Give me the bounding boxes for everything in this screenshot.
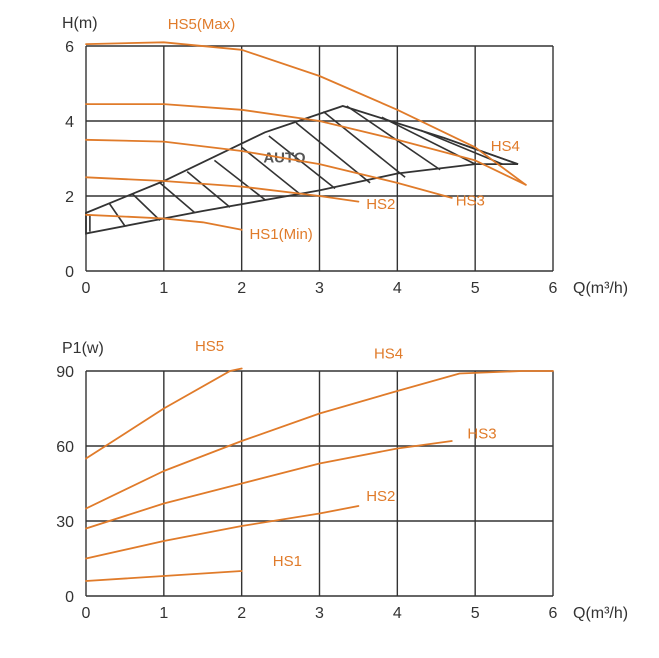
y-tick-label: 0 (65, 589, 74, 606)
x-tick-label: 4 (393, 605, 402, 622)
auto-hatch (187, 172, 230, 208)
series-hs2 (86, 506, 358, 559)
x-tick-label: 2 (237, 280, 246, 297)
auto-hatch (214, 160, 265, 199)
x-axis-label: Q(m³/h) (573, 280, 628, 297)
series-label-hs3: HS3 (456, 192, 485, 209)
x-tick-label: 3 (315, 605, 324, 622)
auto-hatch (347, 106, 440, 170)
series-label-hs5: HS5(Max) (168, 16, 236, 33)
y-tick-label: 6 (65, 39, 74, 56)
x-axis-label: Q(m³/h) (573, 605, 628, 622)
x-tick-label: 1 (159, 280, 168, 297)
y-tick-label: 90 (56, 364, 74, 381)
x-tick-label: 5 (471, 280, 480, 297)
series-label-hs3: HS3 (467, 426, 496, 443)
x-tick-label: 0 (82, 280, 91, 297)
series-label-hs1: HS1 (273, 553, 302, 570)
head-chart: 01234560246H(m)Q(m³/h)AUTOHS1(Min)HS2HS3… (62, 15, 628, 297)
auto-hatch (109, 204, 125, 227)
series-label-hs1: HS1(Min) (249, 226, 312, 243)
y-axis-label: H(m) (62, 15, 98, 32)
series-hs5 (86, 42, 526, 185)
x-tick-label: 5 (471, 605, 480, 622)
auto-outline (86, 106, 518, 234)
x-tick-label: 4 (393, 280, 402, 297)
x-tick-label: 3 (315, 280, 324, 297)
power-chart: 01234560306090P1(w)Q(m³/h)HS1HS2HS3HS4HS… (56, 338, 628, 622)
series-label-hs4: HS4 (374, 346, 403, 363)
x-tick-label: 0 (82, 605, 91, 622)
x-tick-label: 6 (549, 605, 558, 622)
y-tick-label: 4 (65, 114, 74, 131)
x-tick-label: 2 (237, 605, 246, 622)
series-label-hs4: HS4 (491, 138, 520, 155)
series-hs2 (86, 177, 358, 201)
series-label-hs2: HS2 (366, 488, 395, 505)
y-tick-label: 60 (56, 439, 74, 456)
series-label-hs5: HS5 (195, 338, 224, 355)
y-tick-label: 2 (65, 189, 74, 206)
x-tick-label: 1 (159, 605, 168, 622)
y-axis-label: P1(w) (62, 340, 104, 357)
x-tick-label: 6 (549, 280, 558, 297)
auto-hatch (160, 183, 195, 213)
y-tick-label: 0 (65, 264, 74, 281)
y-tick-label: 30 (56, 514, 74, 531)
series-label-hs2: HS2 (366, 196, 395, 213)
pump-curves-figure: 01234560246H(m)Q(m³/h)AUTOHS1(Min)HS2HS3… (0, 0, 659, 658)
